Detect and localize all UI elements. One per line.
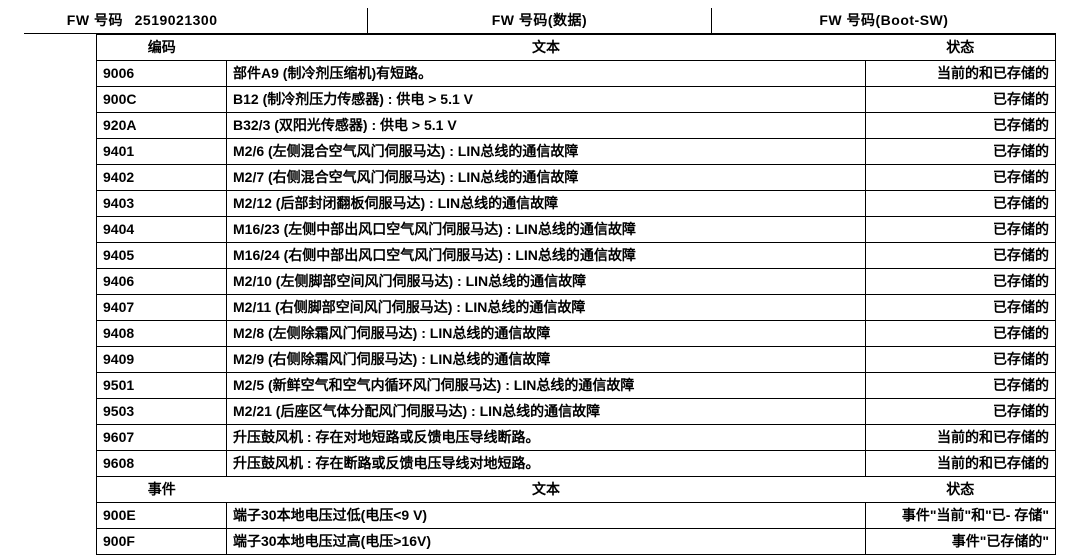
fw-value: 2519021300 [135, 12, 218, 28]
table-row: 9607升压鼓风机 : 存在对地短路或反馈电压导线断路。当前的和已存储的 [97, 425, 1056, 451]
dtc-code: 9408 [97, 321, 227, 347]
dtc-text: M2/11 (右侧脚部空间风门伺服马达) : LIN总线的通信故障 [227, 295, 866, 321]
dtc-status: 已存储的 [866, 191, 1056, 217]
table-row: 9401M2/6 (左侧混合空气风门伺服马达) : LIN总线的通信故障已存储的 [97, 139, 1056, 165]
fw-boot-cell: FW 号码(Boot-SW) [711, 8, 1056, 34]
dtc-code: 900C [97, 87, 227, 113]
table-row: 920AB32/3 (双阳光传感器) : 供电 > 5.1 V已存储的 [97, 113, 1056, 139]
table-row: 9405M16/24 (右侧中部出风口空气风门伺服马达) : LIN总线的通信故… [97, 243, 1056, 269]
dtc-status: 当前的和已存储的 [866, 425, 1056, 451]
table-row: 9403M2/12 (后部封闭翻板伺服马达) : LIN总线的通信故障已存储的 [97, 191, 1056, 217]
table-row: 9409M2/9 (右侧除霜风门伺服马达) : LIN总线的通信故障已存储的 [97, 347, 1056, 373]
dtc-table: 编码 文本 状态 9006部件A9 (制冷剂压缩机)有短路。当前的和已存储的90… [96, 34, 1056, 555]
fw-label: FW 号码 [67, 12, 123, 28]
dtc-status: 当前的和已存储的 [866, 61, 1056, 87]
dtc-text: M2/6 (左侧混合空气风门伺服马达) : LIN总线的通信故障 [227, 139, 866, 165]
dtc-code: 9403 [97, 191, 227, 217]
dtc-text: 端子30本地电压过低(电压<9 V) [227, 503, 866, 529]
dtc-status: 已存储的 [866, 269, 1056, 295]
table-row: 9402M2/7 (右侧混合空气风门伺服马达) : LIN总线的通信故障已存储的 [97, 165, 1056, 191]
dtc-text: 部件A9 (制冷剂压缩机)有短路。 [227, 61, 866, 87]
dtc-code: 9607 [97, 425, 227, 451]
dtc-status: 已存储的 [866, 139, 1056, 165]
dtc-text: M16/24 (右侧中部出风口空气风门伺服马达) : LIN总线的通信故障 [227, 243, 866, 269]
fw-number-cell: FW 号码 2519021300 [24, 8, 368, 34]
dtc-text: M2/12 (后部封闭翻板伺服马达) : LIN总线的通信故障 [227, 191, 866, 217]
fw-boot-label: FW 号码(Boot-SW) [819, 12, 948, 28]
table-row: 9404M16/23 (左侧中部出风口空气风门伺服马达) : LIN总线的通信故… [97, 217, 1056, 243]
dtc-code: 9404 [97, 217, 227, 243]
dtc-code: 9407 [97, 295, 227, 321]
header-event: 事件 [97, 477, 227, 503]
dtc-text: M2/9 (右侧除霜风门伺服马达) : LIN总线的通信故障 [227, 347, 866, 373]
fw-data-cell: FW 号码(数据) [368, 8, 712, 34]
dtc-code: 9406 [97, 269, 227, 295]
dtc-status: 已存储的 [866, 243, 1056, 269]
dtc-status: 事件"当前"和"已- 存储" [866, 503, 1056, 529]
header-text: 文本 [227, 35, 866, 61]
dtc-status: 已存储的 [866, 165, 1056, 191]
dtc-code: 9501 [97, 373, 227, 399]
header-text2: 文本 [227, 477, 866, 503]
dtc-code: 900E [97, 503, 227, 529]
dtc-text: 端子30本地电压过高(电压>16V) [227, 529, 866, 555]
table-row: 9608升压鼓风机 : 存在断路或反馈电压导线对地短路。当前的和已存储的 [97, 451, 1056, 477]
header-code: 编码 [97, 35, 227, 61]
section2-header: 事件 文本 状态 [97, 477, 1056, 503]
dtc-code: 900F [97, 529, 227, 555]
dtc-code: 9608 [97, 451, 227, 477]
table-row: 900E端子30本地电压过低(电压<9 V)事件"当前"和"已- 存储" [97, 503, 1056, 529]
dtc-text: B12 (制冷剂压力传感器) : 供电 > 5.1 V [227, 87, 866, 113]
dtc-status: 已存储的 [866, 87, 1056, 113]
dtc-code: 920A [97, 113, 227, 139]
dtc-text: M2/8 (左侧除霜风门伺服马达) : LIN总线的通信故障 [227, 321, 866, 347]
table-row: 900CB12 (制冷剂压力传感器) : 供电 > 5.1 V已存储的 [97, 87, 1056, 113]
dtc-code: 9409 [97, 347, 227, 373]
dtc-status: 已存储的 [866, 217, 1056, 243]
header-status2: 状态 [866, 477, 1056, 503]
dtc-status: 已存储的 [866, 113, 1056, 139]
dtc-code: 9401 [97, 139, 227, 165]
table-row: 9501M2/5 (新鲜空气和空气内循环风门伺服马达) : LIN总线的通信故障… [97, 373, 1056, 399]
dtc-status: 已存储的 [866, 399, 1056, 425]
table-row: 9406M2/10 (左侧脚部空间风门伺服马达) : LIN总线的通信故障已存储… [97, 269, 1056, 295]
header-status: 状态 [866, 35, 1056, 61]
dtc-text: M2/7 (右侧混合空气风门伺服马达) : LIN总线的通信故障 [227, 165, 866, 191]
dtc-status: 已存储的 [866, 373, 1056, 399]
table-row: 9407M2/11 (右侧脚部空间风门伺服马达) : LIN总线的通信故障已存储… [97, 295, 1056, 321]
dtc-status: 已存储的 [866, 321, 1056, 347]
fw-header-table: FW 号码 2519021300 FW 号码(数据) FW 号码(Boot-SW… [24, 8, 1056, 34]
dtc-text: M2/10 (左侧脚部空间风门伺服马达) : LIN总线的通信故障 [227, 269, 866, 295]
table-row: 9408M2/8 (左侧除霜风门伺服马达) : LIN总线的通信故障已存储的 [97, 321, 1056, 347]
dtc-code: 9402 [97, 165, 227, 191]
dtc-text: M2/5 (新鲜空气和空气内循环风门伺服马达) : LIN总线的通信故障 [227, 373, 866, 399]
dtc-text: 升压鼓风机 : 存在对地短路或反馈电压导线断路。 [227, 425, 866, 451]
dtc-text: 升压鼓风机 : 存在断路或反馈电压导线对地短路。 [227, 451, 866, 477]
dtc-code: 9405 [97, 243, 227, 269]
dtc-status: 已存储的 [866, 295, 1056, 321]
dtc-text: M2/21 (后座区气体分配风门伺服马达) : LIN总线的通信故障 [227, 399, 866, 425]
fw-data-label: FW 号码(数据) [492, 12, 587, 28]
dtc-text: B32/3 (双阳光传感器) : 供电 > 5.1 V [227, 113, 866, 139]
dtc-status: 事件"已存储的" [866, 529, 1056, 555]
dtc-code: 9006 [97, 61, 227, 87]
dtc-status: 已存储的 [866, 347, 1056, 373]
dtc-text: M16/23 (左侧中部出风口空气风门伺服马达) : LIN总线的通信故障 [227, 217, 866, 243]
fw-row: FW 号码 2519021300 FW 号码(数据) FW 号码(Boot-SW… [24, 8, 1056, 34]
section1-header: 编码 文本 状态 [97, 35, 1056, 61]
dtc-status: 当前的和已存储的 [866, 451, 1056, 477]
table-row: 9503M2/21 (后座区气体分配风门伺服马达) : LIN总线的通信故障已存… [97, 399, 1056, 425]
table-row: 9006部件A9 (制冷剂压缩机)有短路。当前的和已存储的 [97, 61, 1056, 87]
dtc-code: 9503 [97, 399, 227, 425]
table-row: 900F端子30本地电压过高(电压>16V)事件"已存储的" [97, 529, 1056, 555]
